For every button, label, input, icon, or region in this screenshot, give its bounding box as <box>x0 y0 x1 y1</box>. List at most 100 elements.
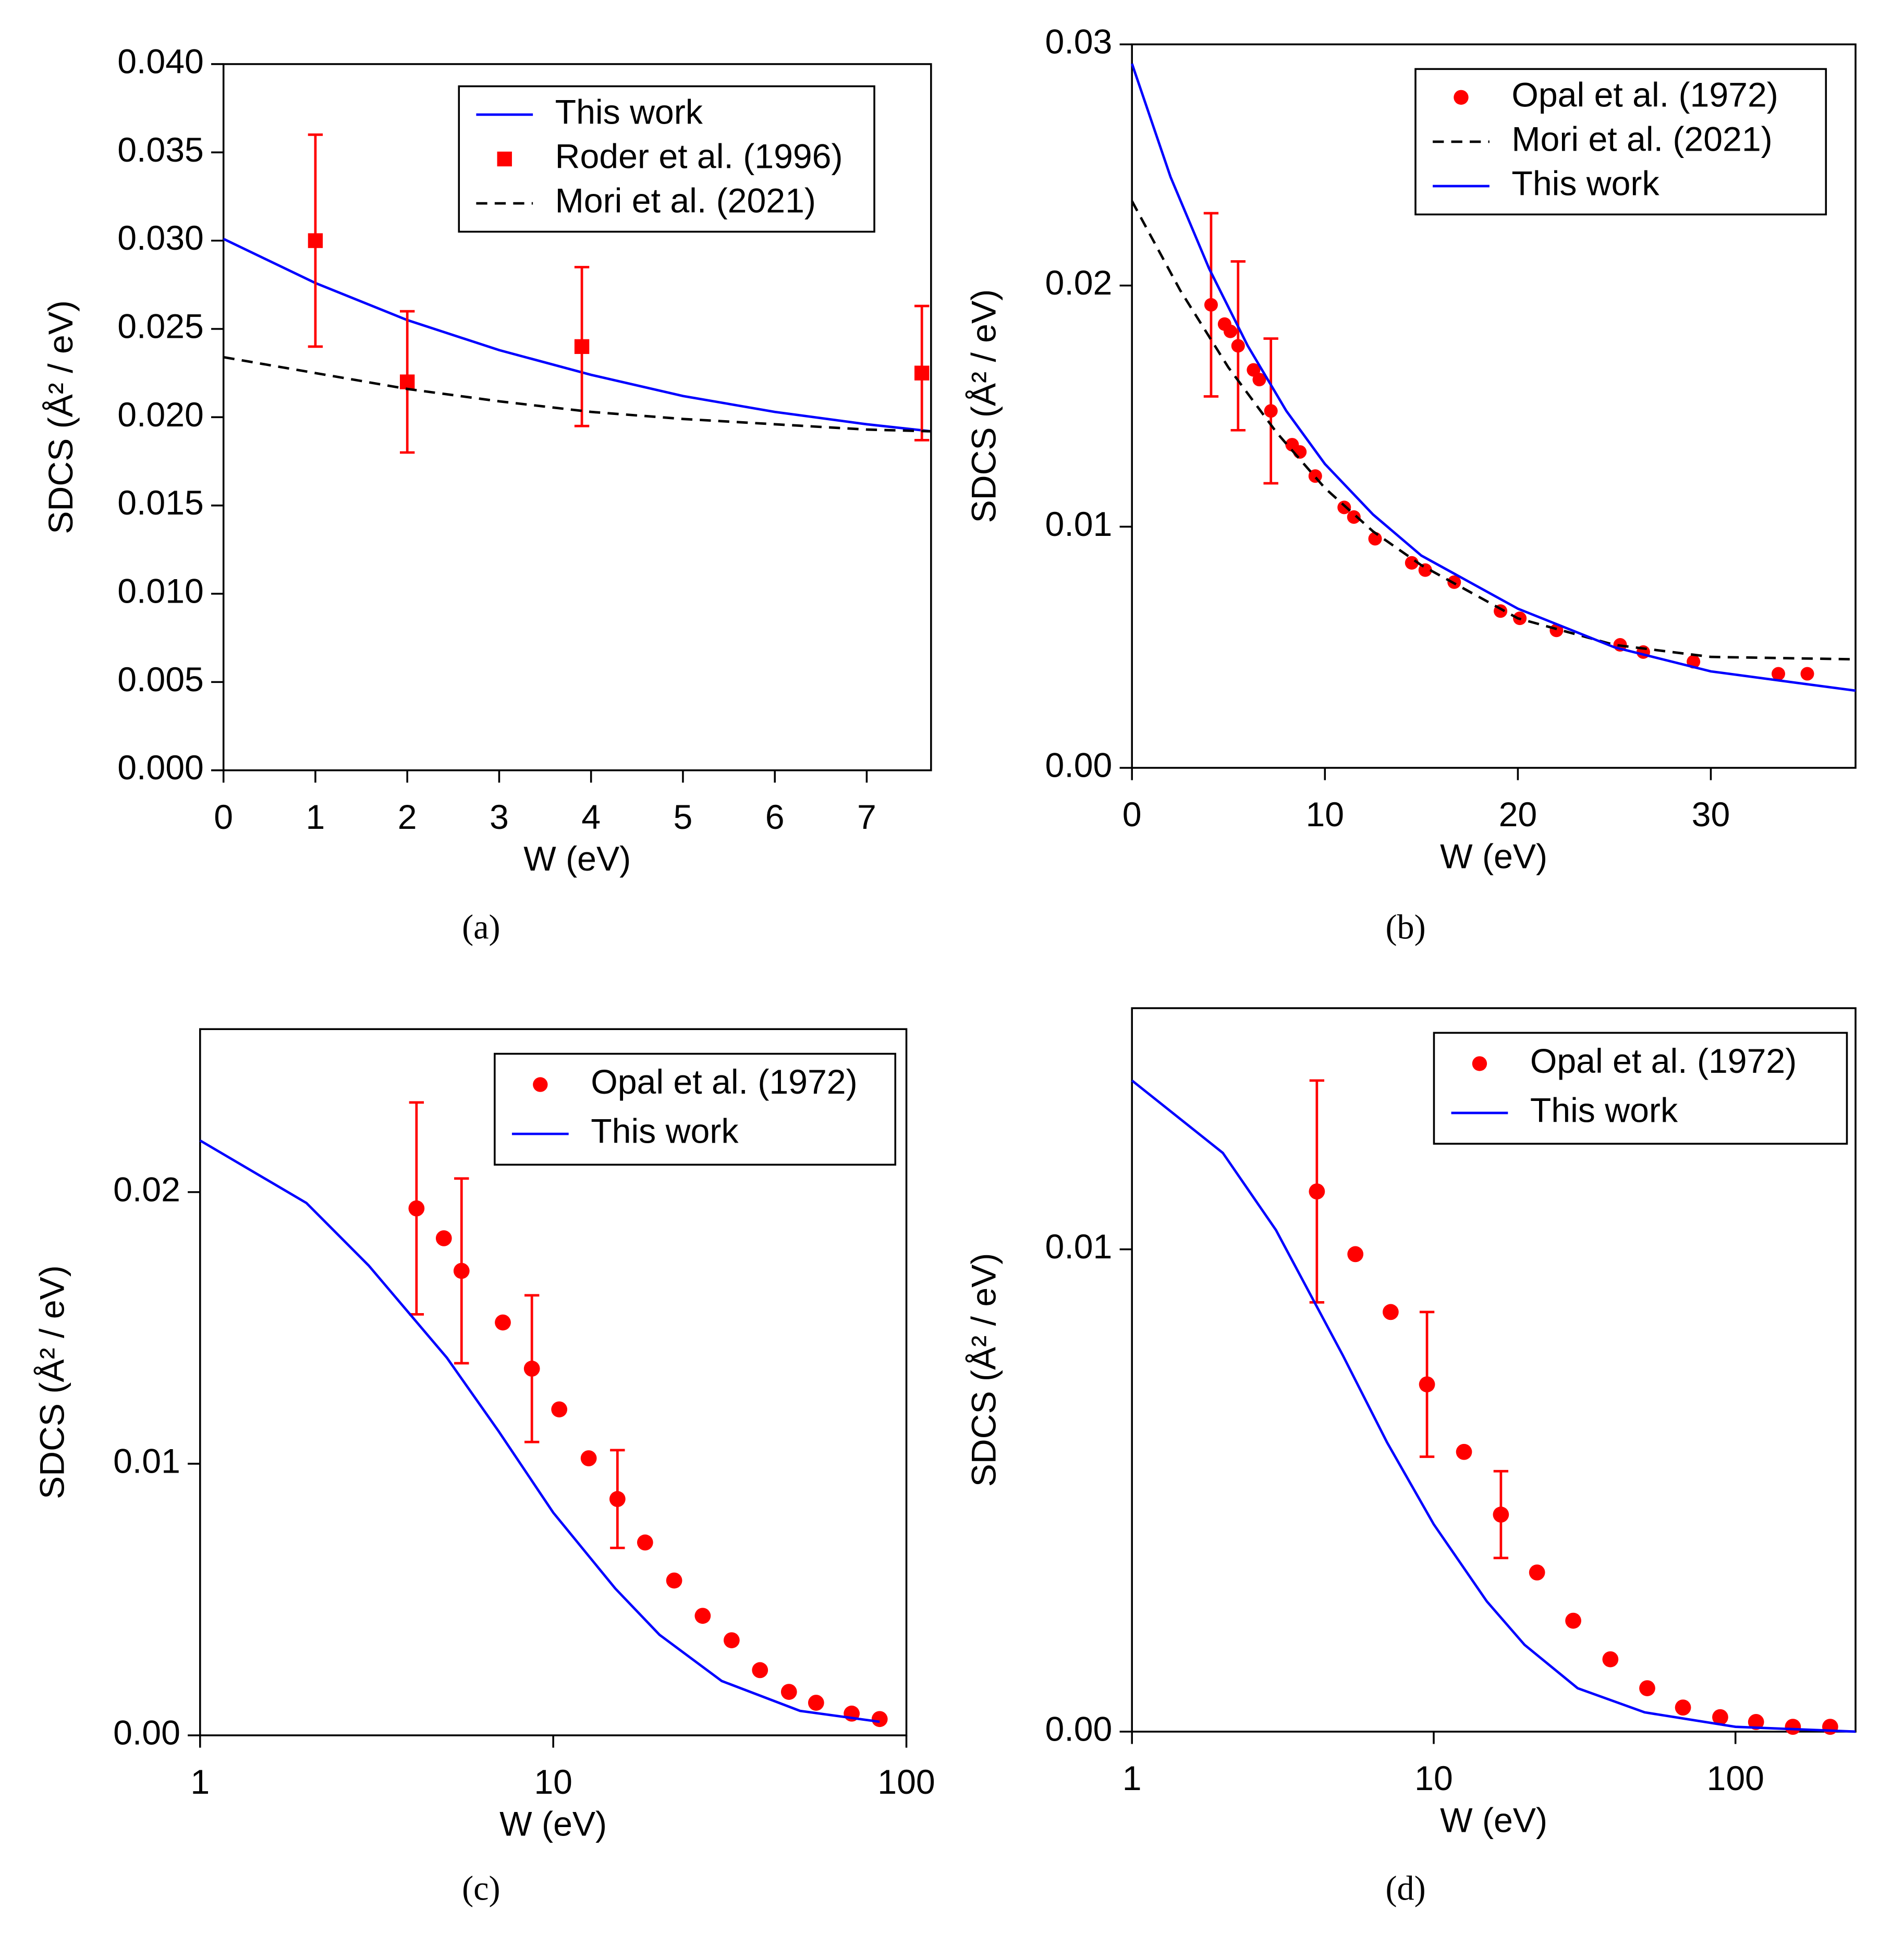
panel: 1 10 100 0.00 0.01 0.02 W (eV) SDCS (Å² / eV) (c… <box>33 1028 935 1907</box>
data-point <box>1337 500 1351 515</box>
legend: This work Roder et al. (1996) Mori et al. … <box>458 85 875 233</box>
legend: Opal et al. (1972) This work <box>1433 1032 1848 1145</box>
data-point <box>780 1684 797 1700</box>
y-tick-label: 0.02 <box>1045 264 1113 302</box>
y-axis-label: SDCS (Å² / eV) <box>42 300 80 534</box>
x-axis-label: W (eV) <box>499 1805 607 1843</box>
data-point <box>808 1695 824 1711</box>
panel-caption: (c) <box>462 1869 500 1907</box>
x-tick-label: 7 <box>857 798 876 837</box>
data-point <box>1368 532 1382 546</box>
x-axis-label: W (eV) <box>1440 837 1547 876</box>
x-tick-label: 3 <box>490 798 509 837</box>
data-point <box>495 1314 511 1331</box>
y-tick-label: 0.01 <box>1045 1228 1113 1266</box>
plot-frame <box>1131 1007 1857 1733</box>
data-point <box>523 1361 540 1377</box>
y-tick-label: 0.00 <box>1045 746 1113 785</box>
data-point <box>308 233 323 248</box>
data-point <box>871 1711 888 1728</box>
legend: Opal et al. (1972) Mori et al. (2021) This… <box>1414 68 1827 216</box>
data-point <box>1785 1719 1801 1735</box>
data-point <box>609 1491 626 1508</box>
data-point <box>1383 1304 1399 1320</box>
y-tick-label: 0.00 <box>1045 1710 1113 1748</box>
data-point <box>1565 1612 1581 1629</box>
y-axis-label: SDCS (Å² / eV) <box>965 1253 1004 1487</box>
panel-caption: (a) <box>462 908 500 946</box>
panel-caption: (d) <box>1385 1869 1425 1907</box>
plot-frame <box>1131 43 1857 769</box>
legend-box <box>458 85 875 233</box>
x-tick-label: 2 <box>398 798 417 837</box>
legend-box <box>494 1052 897 1166</box>
data-point <box>453 1263 470 1279</box>
x-axis-label: W (eV) <box>1440 1801 1547 1840</box>
legend-label: Roder et al. (1996) <box>555 137 843 176</box>
series-line <box>1130 63 1856 692</box>
x-tick-label: 0 <box>214 798 233 837</box>
x-tick-label: 1 <box>190 1763 210 1802</box>
x-axis-label: W (eV) <box>523 840 631 878</box>
y-tick-label: 0.040 <box>117 42 204 81</box>
legend-swatch <box>533 1077 548 1092</box>
data-point <box>1204 298 1218 312</box>
panel: 0 1 2 3 4 5 6 7 0.000 0.005 0.010 0.015 0.020 0.025 0.… <box>42 42 932 946</box>
x-tick-label: 20 <box>1499 795 1537 834</box>
series-line <box>223 238 932 433</box>
data-point <box>1800 667 1814 681</box>
y-tick-label: 0.015 <box>117 484 204 522</box>
legend-label: This work <box>1511 164 1659 203</box>
legend-label: This work <box>591 1112 739 1151</box>
y-axis-label: SDCS (Å² / eV) <box>965 289 1004 523</box>
data-point <box>752 1662 768 1679</box>
legend-swatch <box>1472 1056 1487 1071</box>
data-point <box>1772 667 1786 681</box>
data-point <box>1675 1699 1691 1716</box>
panel: 1 10 100 0.00 0.01 W (eV) SDCS (Å² / eV) (d) Opa… <box>965 1007 1857 1907</box>
legend-box <box>1433 1032 1848 1145</box>
data-point <box>574 339 590 354</box>
x-tick-label: 10 <box>1305 795 1344 834</box>
y-tick-label: 0.000 <box>117 749 204 787</box>
x-tick-label: 100 <box>1707 1759 1764 1798</box>
data-point <box>1529 1564 1545 1581</box>
data-point <box>1493 1507 1509 1523</box>
x-tick-label: 6 <box>765 798 785 837</box>
data-point <box>1822 1719 1838 1735</box>
data-point <box>408 1200 425 1217</box>
data-point <box>1264 404 1278 418</box>
series-line <box>223 356 931 433</box>
data-point <box>1223 324 1237 338</box>
series-line <box>199 1139 880 1723</box>
x-tick-label: 30 <box>1692 795 1730 834</box>
data-point <box>694 1608 711 1624</box>
data-point <box>399 374 415 389</box>
data-point <box>637 1534 653 1551</box>
legend-box <box>1414 68 1827 216</box>
legend-label: This work <box>1530 1091 1678 1130</box>
legend-label: Opal et al. (1972) <box>1530 1042 1797 1081</box>
data-point <box>1252 373 1266 387</box>
x-tick-label: 10 <box>534 1763 572 1802</box>
data-point <box>435 1230 452 1246</box>
legend: Opal et al. (1972) This work <box>494 1052 897 1166</box>
series-line <box>1131 1079 1856 1733</box>
data-point <box>1347 510 1361 524</box>
panel-caption: (b) <box>1385 908 1425 946</box>
data-point <box>1309 1183 1325 1199</box>
y-tick-label: 0.03 <box>1045 23 1113 62</box>
legend-label: This work <box>555 93 703 131</box>
data-point <box>914 365 930 381</box>
y-tick-label: 0.01 <box>1045 505 1113 544</box>
series-line <box>1131 200 1856 661</box>
data-point <box>1347 1246 1364 1263</box>
data-point <box>580 1450 597 1466</box>
data-point <box>1602 1651 1619 1668</box>
x-tick-label: 1 <box>306 798 325 837</box>
y-axis-label: SDCS (Å² / eV) <box>33 1265 71 1499</box>
data-point <box>1639 1680 1655 1696</box>
x-tick-label: 4 <box>581 798 601 837</box>
data-point <box>723 1632 740 1648</box>
x-tick-label: 5 <box>674 798 693 837</box>
